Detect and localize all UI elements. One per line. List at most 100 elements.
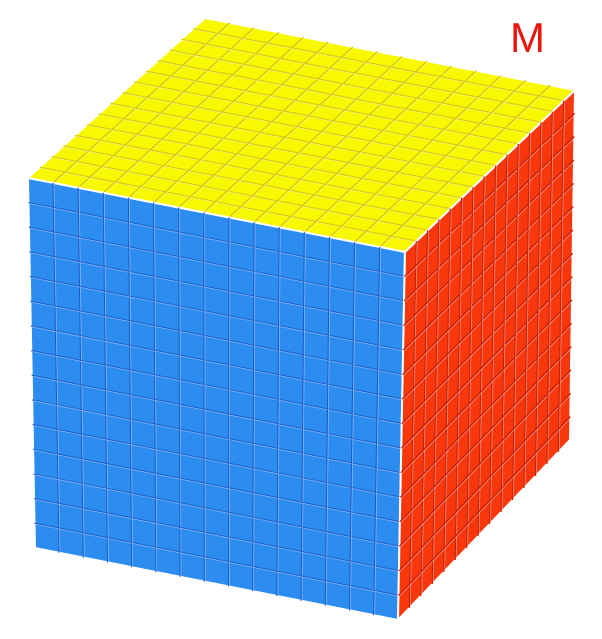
front-grid-highlight xyxy=(179,208,182,578)
right-grid-line xyxy=(400,276,573,449)
front-grid-highlight xyxy=(374,247,382,617)
front-grid-highlight xyxy=(34,499,400,573)
top-grid-highlight xyxy=(279,66,453,229)
front-grid-highlight xyxy=(31,351,403,425)
right-grid-line xyxy=(466,187,474,549)
right-grid-highlight xyxy=(402,253,574,425)
right-grid-highlight xyxy=(501,155,509,513)
front-grid-highlight xyxy=(35,523,400,597)
top-grid-highlight xyxy=(78,28,256,189)
right-grid-line xyxy=(404,112,576,278)
front-grid-highlight xyxy=(277,228,281,597)
right-grid-highlight xyxy=(558,101,565,453)
right-grid-line xyxy=(408,241,418,609)
top-grid-line xyxy=(63,145,440,221)
right-grid-highlight xyxy=(467,187,475,549)
top-grid-highlight xyxy=(254,61,429,224)
front-grid-highlight xyxy=(30,277,405,352)
front-grid-line xyxy=(34,522,399,597)
front-grid-line xyxy=(28,226,405,302)
top-grid-line xyxy=(77,27,255,189)
top-grid-line xyxy=(128,36,305,199)
right-grid-line xyxy=(454,197,463,561)
front-grid-line xyxy=(32,399,401,474)
top-grid-highlight xyxy=(170,50,542,124)
right-grid-highlight xyxy=(399,370,573,548)
front-grid-highlight xyxy=(78,188,85,559)
front-grid-line xyxy=(30,300,403,376)
top-grid-highlight xyxy=(380,85,552,249)
right-grid-line xyxy=(420,230,429,597)
top-grid-highlight xyxy=(75,135,452,210)
size-label: M xyxy=(510,14,545,61)
right-grid-line xyxy=(523,133,531,489)
front-grid-line xyxy=(152,202,157,573)
top-grid-line xyxy=(122,91,496,167)
top-grid-highlight xyxy=(111,103,486,178)
front-grid-highlight xyxy=(154,203,158,573)
top-grid-highlight xyxy=(355,80,527,244)
right-grid-highlight xyxy=(403,207,575,376)
front-grid-line xyxy=(300,232,306,601)
right-grid-highlight xyxy=(444,209,452,573)
top-grid-line xyxy=(110,102,485,178)
top-grid-line xyxy=(193,27,564,102)
right-grid-highlight xyxy=(409,241,418,609)
top-grid-line xyxy=(303,70,477,233)
top-grid-highlight xyxy=(204,52,379,214)
front-grid-highlight xyxy=(29,203,406,278)
right-grid-line xyxy=(546,111,554,465)
top-grid-highlight xyxy=(99,114,474,189)
front-grid-line xyxy=(127,197,133,568)
top-grid-highlight xyxy=(134,82,508,156)
front-grid-line xyxy=(31,374,402,449)
right-grid-line xyxy=(402,206,574,376)
top-grid-line xyxy=(153,41,329,204)
front-grid-line xyxy=(324,237,331,606)
right-grid-line xyxy=(398,369,572,547)
right-grid-line xyxy=(398,392,572,572)
right-grid-line xyxy=(401,252,574,425)
top-grid-line xyxy=(278,65,453,228)
front-grid-line xyxy=(29,251,404,327)
right-grid-highlight xyxy=(404,137,576,303)
top-grid-highlight xyxy=(182,39,554,113)
right-grid-line xyxy=(403,159,575,327)
front-grid-highlight xyxy=(350,242,356,612)
top-grid-highlight xyxy=(87,125,463,200)
front-grid-line xyxy=(178,207,181,577)
front-grid-line xyxy=(32,423,401,499)
top-grid-line xyxy=(354,79,527,243)
top-grid-line xyxy=(379,84,551,248)
top-grid-line xyxy=(329,75,502,238)
right-grid-line xyxy=(403,136,575,302)
right-grid-line xyxy=(399,322,573,498)
front-grid-highlight xyxy=(32,375,403,450)
front-grid-line xyxy=(32,448,401,523)
front-grid-highlight xyxy=(33,425,402,499)
right-grid-line xyxy=(511,143,520,501)
right-grid-line xyxy=(401,229,574,400)
right-grid-highlight xyxy=(402,230,575,401)
top-grid-highlight xyxy=(129,37,305,199)
top-grid-line xyxy=(52,22,231,184)
front-grid-highlight xyxy=(32,400,402,474)
right-grid-highlight xyxy=(398,417,572,597)
front-grid-highlight xyxy=(31,301,404,376)
right-grid-line xyxy=(400,299,573,474)
right-grid-highlight xyxy=(455,198,463,561)
right-grid-highlight xyxy=(404,160,576,327)
top-grid-line xyxy=(181,38,553,113)
front-grid-highlight xyxy=(53,183,61,554)
front-grid-line xyxy=(33,473,400,548)
right-grid-highlight xyxy=(513,144,520,501)
right-grid-line xyxy=(397,416,571,596)
right-grid-highlight xyxy=(401,277,574,450)
right-grid-line xyxy=(431,219,440,585)
top-grid-line xyxy=(203,51,379,214)
top-grid-line xyxy=(134,81,508,156)
top-grid-highlight xyxy=(304,71,478,234)
front-grid-line xyxy=(276,227,281,597)
top-grid-line xyxy=(86,123,462,199)
